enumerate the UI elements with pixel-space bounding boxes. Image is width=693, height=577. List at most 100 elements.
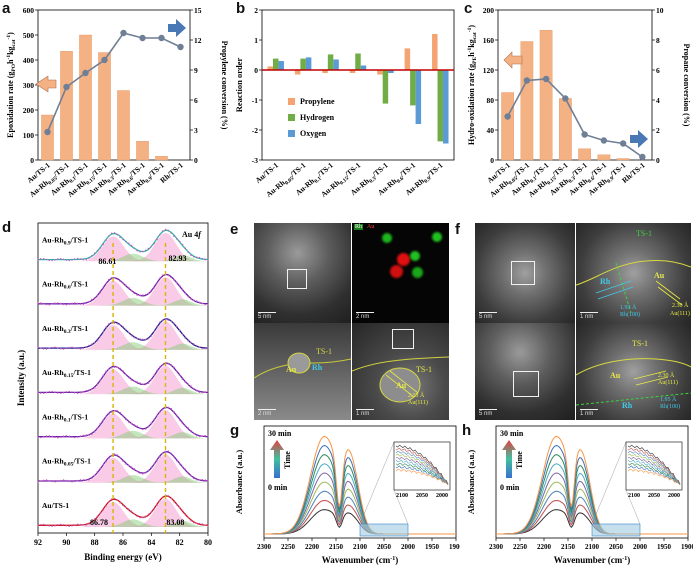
raw-data-point: [161, 319, 164, 321]
legend-swatch: [288, 130, 295, 137]
raw-data-point: [62, 524, 65, 526]
spectrum-curve: [496, 435, 688, 535]
raw-data-point: [110, 322, 113, 324]
raw-data-point: [40, 347, 42, 349]
raw-data-point: [57, 436, 59, 439]
raw-data-point: [88, 300, 90, 303]
raw-data-point: [142, 294, 144, 296]
tick-label: 80: [487, 96, 495, 105]
raw-data-point: [102, 330, 104, 333]
tick-label: 2300: [489, 543, 504, 551]
raw-data-point: [116, 322, 119, 325]
raw-data-point: [156, 282, 158, 284]
raw-data-point: [198, 479, 201, 481]
x-axis-label: Wavenumber (cm-1): [322, 555, 399, 565]
raw-data-point: [68, 346, 70, 349]
au-label: Au: [610, 371, 621, 380]
raw-data-point: [48, 347, 51, 350]
panel-b: b -3 -2 -1 0 1 2 Propylene Hydrogen Oxygen Au/TS-…: [232, 0, 460, 215]
raw-data-point: [108, 501, 110, 503]
raw-data-point: [133, 292, 136, 295]
raw-data-point: [62, 303, 65, 306]
raw-data-point: [133, 380, 136, 383]
peak-label: 86.61: [98, 257, 116, 266]
raw-data-point: [110, 232, 113, 235]
sample-label: Au-Rh0.05/TS-1: [42, 457, 91, 468]
raw-data-point: [207, 480, 209, 482]
raw-data-point: [187, 471, 189, 474]
raw-data-point: [173, 456, 175, 458]
component-peak: [38, 255, 208, 262]
bar: [360, 65, 367, 70]
scale-bar: 5 nm: [479, 409, 497, 417]
inset-curve: [627, 459, 681, 484]
panel-e-label: e: [230, 221, 239, 238]
raw-data-point: [161, 364, 164, 366]
data-point: [120, 29, 127, 37]
raw-data-point: [198, 391, 201, 393]
raw-data-point: [153, 330, 155, 333]
raw-data-point: [156, 369, 158, 372]
raw-data-point: [54, 258, 56, 261]
raw-data-point: [176, 325, 178, 328]
raw-data-point: [116, 366, 119, 368]
peak-label: 86.78: [90, 518, 108, 527]
raw-data-point: [51, 435, 53, 438]
raw-data-point: [122, 238, 124, 241]
raw-data-point: [193, 521, 195, 524]
raw-data-point: [195, 256, 198, 259]
raw-data-point: [178, 419, 181, 421]
raw-data-point: [207, 435, 209, 437]
panel-c-label: c: [464, 0, 473, 17]
raw-data-point: [105, 326, 107, 328]
raw-data-point: [195, 478, 198, 481]
raw-data-point: [178, 329, 181, 331]
raw-data-point: [125, 328, 127, 331]
tick-label: 2100: [353, 543, 368, 551]
raw-data-point: [113, 409, 116, 412]
raw-data-point: [170, 276, 172, 279]
raw-data-point: [88, 389, 90, 391]
raw-data-point: [170, 407, 172, 410]
hrtem-image-f4: TS-1 Au 2.30 Å Au(111) Rh 1.95 Å Rh(100)…: [576, 323, 691, 420]
raw-data-point: [42, 348, 45, 350]
raw-data-point: [178, 463, 181, 465]
raw-data-point: [173, 322, 175, 325]
tick-label: 100: [23, 131, 35, 140]
tick-label: 300: [23, 81, 35, 90]
raw-data-point: [181, 378, 184, 380]
tick-label: 2050: [377, 543, 392, 551]
ts1-label: TS-1: [316, 347, 332, 356]
selection-box: [287, 269, 307, 289]
tick-label: 6: [656, 66, 660, 75]
tick-label: 40: [487, 126, 495, 135]
raw-data-point: [201, 523, 204, 525]
raw-data-point: [153, 463, 155, 465]
raw-data-point: [108, 368, 110, 370]
raw-data-point: [45, 435, 48, 437]
raw-data-point: [74, 524, 76, 526]
raw-data-point: [68, 303, 70, 305]
tick-label: 200: [23, 106, 35, 115]
raw-data-point: [93, 342, 96, 344]
raw-data-point: [167, 495, 170, 497]
raw-data-point: [204, 434, 206, 437]
tick-label: 120: [483, 66, 495, 75]
sample-label: Au-Rh0.1/TS-1: [42, 412, 88, 423]
time-arrow-icon: [270, 440, 284, 478]
raw-data-point: [68, 525, 70, 527]
legend-label: Propylene: [300, 97, 335, 106]
panel-g-label: g: [230, 422, 240, 439]
bar: [377, 70, 383, 75]
data-point: [504, 113, 511, 120]
rh-label: Rh: [600, 277, 611, 286]
inset-curve: [627, 453, 681, 485]
lattice-overlay: [576, 358, 691, 406]
raw-data-point: [110, 411, 113, 413]
raw-data-point: [85, 434, 87, 436]
raw-data-point: [85, 302, 87, 305]
raw-data-point: [79, 523, 82, 526]
raw-data-point: [68, 390, 70, 393]
raw-data-point: [71, 302, 73, 305]
raw-data-point: [176, 238, 178, 240]
